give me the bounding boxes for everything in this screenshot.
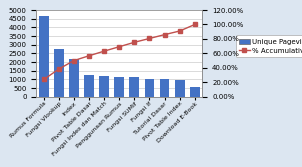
Bar bbox=[114, 77, 124, 97]
Bar bbox=[145, 79, 154, 97]
Bar bbox=[160, 79, 169, 97]
Bar bbox=[190, 87, 200, 97]
Bar bbox=[39, 16, 49, 97]
Bar bbox=[130, 77, 139, 97]
Bar bbox=[99, 76, 109, 97]
Legend: Unique Pageviews, % Accumulative: Unique Pageviews, % Accumulative bbox=[236, 35, 302, 57]
Bar bbox=[69, 59, 79, 97]
Bar bbox=[175, 80, 185, 97]
Bar bbox=[54, 49, 64, 97]
Bar bbox=[84, 75, 94, 97]
